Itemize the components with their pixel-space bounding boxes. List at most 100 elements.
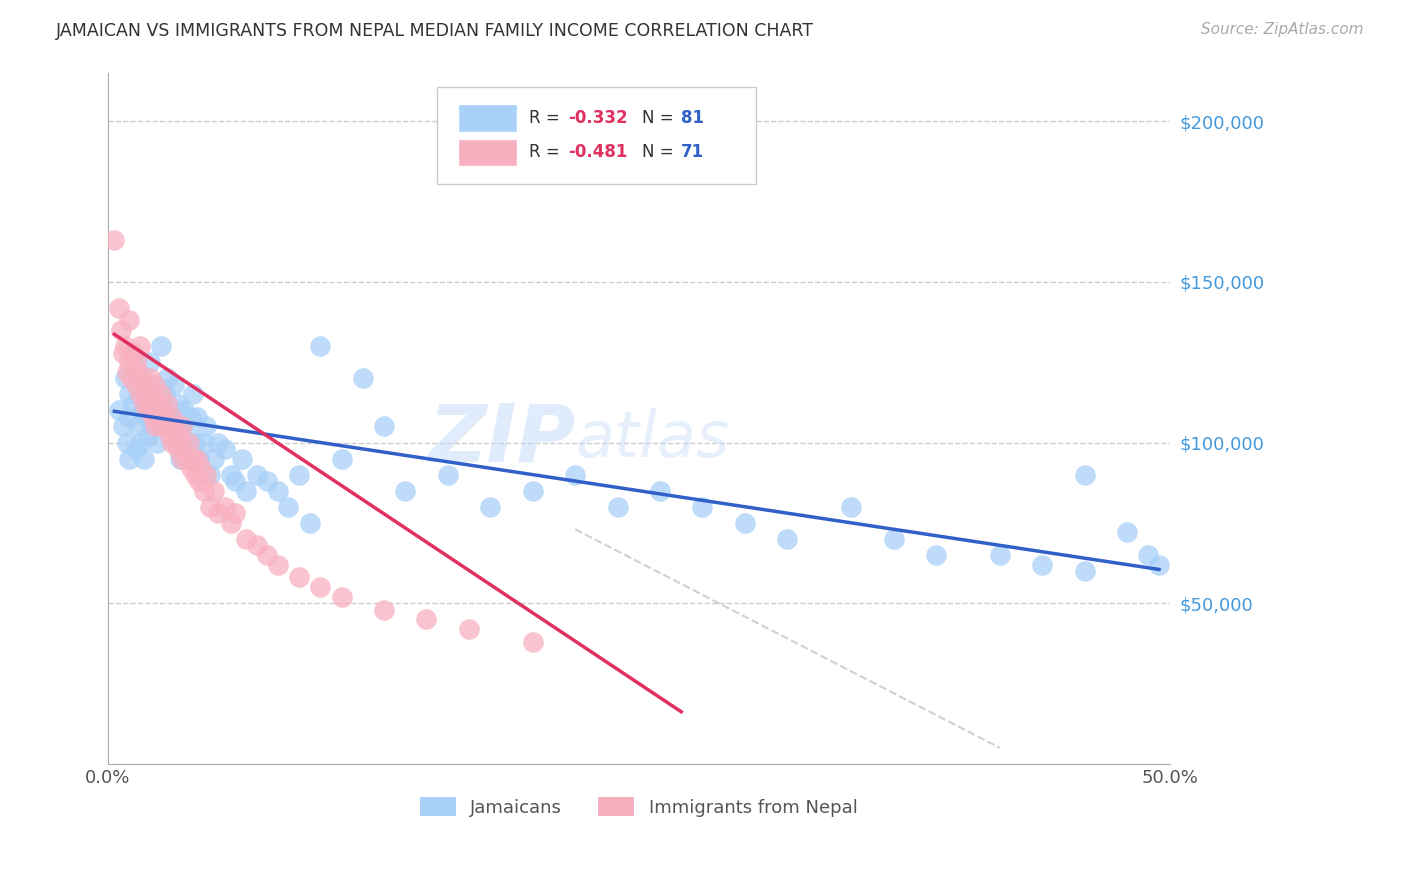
Point xyxy=(839,500,862,514)
Point xyxy=(207,506,229,520)
Point xyxy=(734,516,756,530)
Point xyxy=(172,419,194,434)
Point xyxy=(114,371,136,385)
Point xyxy=(118,313,141,327)
Point xyxy=(118,387,141,401)
Point xyxy=(172,419,194,434)
Point xyxy=(373,602,395,616)
Point xyxy=(1147,558,1170,572)
Point xyxy=(1116,525,1139,540)
Point xyxy=(193,483,215,498)
Point xyxy=(522,634,544,648)
Point xyxy=(107,403,129,417)
Point xyxy=(169,429,191,443)
Point xyxy=(122,345,145,359)
Point xyxy=(103,233,125,247)
Point xyxy=(139,387,162,401)
Point xyxy=(118,451,141,466)
Point xyxy=(155,387,177,401)
Point xyxy=(165,435,187,450)
Text: N =: N = xyxy=(643,144,679,161)
Point xyxy=(167,397,190,411)
Point xyxy=(394,483,416,498)
Point xyxy=(352,371,374,385)
Point xyxy=(202,451,225,466)
Point xyxy=(127,419,149,434)
Point xyxy=(188,474,211,488)
Point xyxy=(214,500,236,514)
Point xyxy=(131,371,153,385)
FancyBboxPatch shape xyxy=(458,138,517,166)
Point xyxy=(231,451,253,466)
Text: R =: R = xyxy=(530,144,565,161)
Point xyxy=(150,387,173,401)
Point xyxy=(198,500,221,514)
Point xyxy=(146,397,169,411)
Point xyxy=(181,451,204,466)
Point xyxy=(148,397,170,411)
Point xyxy=(160,409,183,424)
Point xyxy=(114,339,136,353)
Point xyxy=(159,419,181,434)
Point xyxy=(606,500,628,514)
Point xyxy=(186,409,208,424)
Point xyxy=(142,409,165,424)
Point xyxy=(159,429,181,443)
Point xyxy=(177,429,200,443)
Point xyxy=(181,387,204,401)
Point xyxy=(132,377,155,392)
Point xyxy=(1073,564,1095,578)
Point xyxy=(169,451,191,466)
Point xyxy=(883,532,905,546)
Point xyxy=(172,451,194,466)
Point xyxy=(160,409,183,424)
Text: 71: 71 xyxy=(682,144,704,161)
Point xyxy=(207,435,229,450)
Point xyxy=(118,409,141,424)
Point xyxy=(124,355,146,369)
Point xyxy=(564,467,586,482)
Point xyxy=(219,516,242,530)
Point xyxy=(139,371,162,385)
Point xyxy=(142,387,165,401)
Point xyxy=(224,474,246,488)
Point xyxy=(415,612,437,626)
Point xyxy=(246,467,269,482)
Point xyxy=(176,442,198,456)
Text: -0.481: -0.481 xyxy=(568,144,627,161)
Point xyxy=(267,483,290,498)
Point xyxy=(184,435,207,450)
Point xyxy=(143,419,166,434)
Point xyxy=(120,371,142,385)
Point xyxy=(1031,558,1053,572)
Point xyxy=(288,570,311,584)
Point xyxy=(143,377,166,392)
Text: 81: 81 xyxy=(682,109,704,127)
Point xyxy=(186,451,208,466)
Point xyxy=(167,442,190,456)
Text: Source: ZipAtlas.com: Source: ZipAtlas.com xyxy=(1201,22,1364,37)
Point xyxy=(128,435,150,450)
Point xyxy=(128,387,150,401)
Text: atlas: atlas xyxy=(575,409,730,470)
Point xyxy=(277,500,299,514)
Point xyxy=(128,339,150,353)
Point xyxy=(152,403,174,417)
Point xyxy=(194,467,217,482)
Point xyxy=(173,442,195,456)
Point xyxy=(115,365,138,379)
Point xyxy=(246,538,269,552)
Point xyxy=(118,355,141,369)
Point xyxy=(156,371,179,385)
Point xyxy=(436,467,458,482)
Point xyxy=(202,483,225,498)
Point xyxy=(136,429,159,443)
Point xyxy=(107,301,129,315)
Point xyxy=(177,435,200,450)
Point xyxy=(479,500,502,514)
FancyBboxPatch shape xyxy=(437,87,755,184)
Point xyxy=(132,397,155,411)
Text: JAMAICAN VS IMMIGRANTS FROM NEPAL MEDIAN FAMILY INCOME CORRELATION CHART: JAMAICAN VS IMMIGRANTS FROM NEPAL MEDIAN… xyxy=(56,22,814,40)
Point xyxy=(131,403,153,417)
Point xyxy=(256,548,278,562)
